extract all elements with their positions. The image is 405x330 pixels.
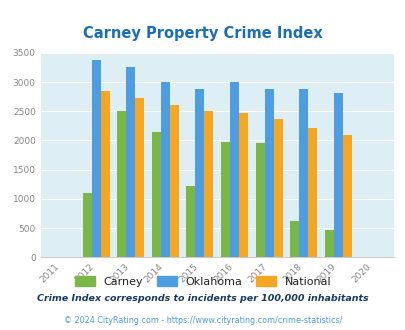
Bar: [273, 119, 282, 257]
Bar: [160, 82, 169, 257]
Bar: [135, 98, 144, 257]
Bar: [126, 67, 135, 257]
Bar: [342, 135, 351, 257]
Text: Carney Property Crime Index: Carney Property Crime Index: [83, 26, 322, 41]
Bar: [255, 143, 264, 257]
Bar: [220, 142, 230, 257]
Bar: [195, 89, 204, 257]
Bar: [290, 221, 298, 257]
Bar: [333, 92, 342, 257]
Bar: [239, 113, 247, 257]
Legend: Carney, Oklahoma, National: Carney, Oklahoma, National: [71, 273, 334, 290]
Text: © 2024 CityRating.com - https://www.cityrating.com/crime-statistics/: © 2024 CityRating.com - https://www.city…: [64, 316, 341, 325]
Bar: [230, 82, 239, 257]
Bar: [324, 230, 333, 257]
Text: Crime Index corresponds to incidents per 100,000 inhabitants: Crime Index corresponds to incidents per…: [37, 294, 368, 303]
Bar: [117, 111, 126, 257]
Bar: [307, 128, 317, 257]
Bar: [151, 132, 160, 257]
Bar: [204, 111, 213, 257]
Bar: [169, 105, 178, 257]
Bar: [186, 186, 195, 257]
Bar: [298, 89, 307, 257]
Bar: [100, 91, 109, 257]
Bar: [264, 89, 273, 257]
Bar: [82, 193, 91, 257]
Bar: [91, 60, 100, 257]
